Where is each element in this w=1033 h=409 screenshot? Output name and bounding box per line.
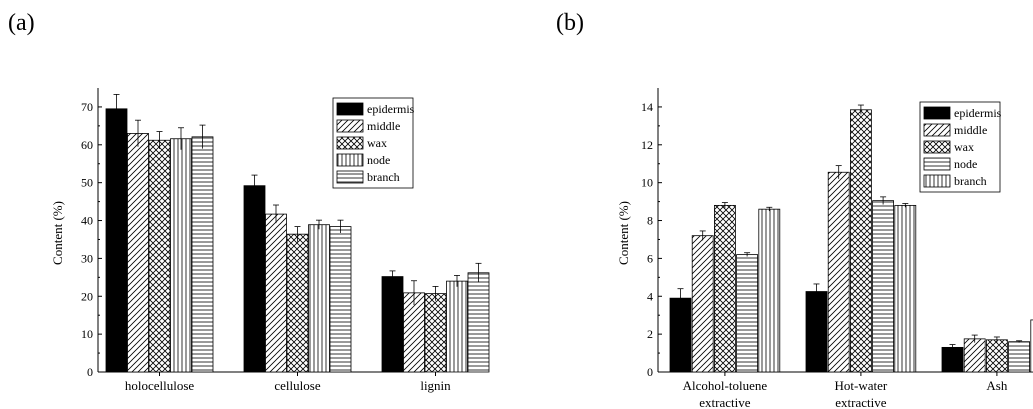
legend-swatch-node xyxy=(923,157,951,171)
legend-label-wax: wax xyxy=(367,136,387,150)
y-axis-label: Content (%) xyxy=(616,201,631,265)
y-tick-label: 6 xyxy=(647,251,653,265)
legend-label-middle: middle xyxy=(954,123,987,137)
y-tick-label: 14 xyxy=(641,100,653,114)
bar-wax xyxy=(714,204,736,373)
legend-swatch-epidermis xyxy=(923,106,951,120)
x-tick-label: Ash xyxy=(986,378,1007,393)
legend-swatch-wax xyxy=(336,136,364,150)
bar-middle xyxy=(691,235,714,373)
bar-middle xyxy=(827,171,850,373)
y-tick-label: 60 xyxy=(81,138,93,152)
legend-swatch-wax xyxy=(923,140,951,154)
bar-epidermis xyxy=(243,185,266,373)
legend-swatch-branch xyxy=(923,174,951,188)
x-tick-label: Alcohol-toluene xyxy=(683,378,768,393)
bar-branch xyxy=(1030,319,1033,373)
bar-node xyxy=(1008,341,1030,373)
y-tick-label: 4 xyxy=(647,289,653,303)
y-tick-label: 50 xyxy=(81,176,93,190)
bar-node xyxy=(308,224,330,373)
bar-epidermis xyxy=(381,276,404,373)
legend-swatch-epidermis xyxy=(336,102,364,116)
y-tick-label: 20 xyxy=(81,289,93,303)
bar-epidermis xyxy=(669,297,692,373)
legend-label-node: node xyxy=(367,153,390,167)
y-tick-label: 30 xyxy=(81,251,93,265)
legend-label-node: node xyxy=(954,157,977,171)
bar-epidermis xyxy=(105,108,128,373)
bar-middle xyxy=(963,338,986,373)
x-tick-label: Hot-water xyxy=(835,378,888,393)
y-tick-label: 40 xyxy=(81,214,93,228)
bar-node xyxy=(736,254,758,373)
x-tick-label: lignin xyxy=(420,378,451,393)
y-tick-label: 0 xyxy=(647,365,653,379)
bar-branch xyxy=(894,204,917,373)
legend: epidermis middle wax node branch xyxy=(332,97,415,189)
bar-wax xyxy=(424,293,447,373)
legend-swatch-middle xyxy=(923,123,951,137)
bar-branch xyxy=(467,272,490,373)
bar-wax xyxy=(286,233,309,373)
bar-wax xyxy=(986,339,1008,373)
legend-label-wax: wax xyxy=(954,140,974,154)
y-tick-label: 2 xyxy=(647,327,653,341)
y-axis-label: Content (%) xyxy=(50,201,65,265)
panel-a-label: (a) xyxy=(8,10,35,36)
legend-swatch-middle xyxy=(336,119,364,133)
legend-label-epidermis: epidermis xyxy=(367,102,415,116)
legend-swatch-node xyxy=(336,153,364,167)
bar-branch xyxy=(191,136,214,373)
legend-label-epidermis: epidermis xyxy=(954,106,1002,120)
legend-label-branch: branch xyxy=(954,174,987,188)
panel-b-label: (b) xyxy=(556,10,584,36)
bar-branch xyxy=(758,208,781,373)
bar-node xyxy=(872,200,894,373)
bar-epidermis xyxy=(805,291,828,373)
y-tick-label: 0 xyxy=(87,365,93,379)
bar-wax xyxy=(850,109,872,373)
y-tick-label: 10 xyxy=(81,327,93,341)
bar-middle xyxy=(127,133,149,373)
legend-swatch-branch xyxy=(336,170,364,184)
legend-label-branch: branch xyxy=(367,170,400,184)
chart-a: 0 10 20 30 40 50 60 70 Content (%) holocellulose c… xyxy=(50,88,490,393)
y-tick-label: 8 xyxy=(647,214,653,228)
x-tick-label: cellulose xyxy=(274,378,320,393)
legend: epidermis middle wax node branch xyxy=(919,101,1002,193)
y-tick-label: 70 xyxy=(81,100,93,114)
y-tick-label: 10 xyxy=(641,176,653,190)
x-tick-label: extractive xyxy=(699,395,750,409)
bar-node xyxy=(170,138,192,373)
legend-label-middle: middle xyxy=(367,119,400,133)
bar-epidermis xyxy=(941,346,964,373)
chart-b: 0 2 4 6 8 10 12 14 Content (%) Alcohol-toluene ext… xyxy=(616,88,1033,409)
x-tick-label: holocellulose xyxy=(125,378,195,393)
bar-node xyxy=(446,280,468,373)
bar-branch xyxy=(329,226,352,373)
bar-middle xyxy=(265,213,287,373)
bar-wax xyxy=(148,139,171,373)
y-tick-label: 12 xyxy=(641,138,653,152)
x-tick-label: extractive xyxy=(835,395,886,409)
